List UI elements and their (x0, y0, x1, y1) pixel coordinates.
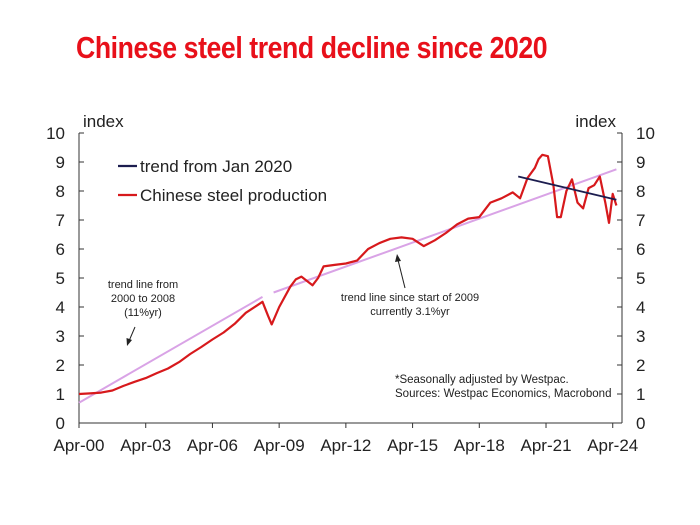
right-y-tick-label: 7 (636, 211, 645, 230)
right-y-tick-label: 0 (636, 414, 645, 433)
annotation-text: trend line from (108, 279, 178, 291)
left-y-tick-label: 6 (56, 240, 65, 259)
left-y-tick-label: 7 (56, 211, 65, 230)
left-axis-unit: index (83, 112, 124, 131)
annotations: trend line from 2000 to 2008 (11%yr) trend … (108, 254, 611, 400)
annotation-arrow (397, 259, 406, 289)
source-note: *Seasonally adjusted by Westpac. (395, 374, 569, 386)
right-y-tick-label: 2 (636, 356, 645, 375)
annotation-text: 2000 to 2008 (111, 293, 175, 305)
left-y-tick-label: 2 (56, 356, 65, 375)
right-y-tick-label: 8 (636, 182, 645, 201)
right-y-tick-label: 3 (636, 327, 645, 346)
right-y-tick-label: 5 (636, 269, 645, 288)
arrowhead-icon (395, 254, 401, 262)
annotation-text: trend line since start of 2009 (341, 292, 479, 304)
steel-production-line (78, 153, 618, 396)
series-lines (78, 153, 618, 396)
right-y-tick-label: 4 (636, 298, 645, 317)
legend: trend from Jan 2020 Chinese steel product… (118, 157, 327, 205)
trend-line-2000-2008 (78, 296, 263, 404)
annotation-arrow (128, 326, 136, 342)
left-y-tick-label: 10 (46, 124, 65, 143)
trend-line-since-2009 (273, 168, 617, 294)
left-y-tick-label: 1 (56, 385, 65, 404)
page-title: Chinese steel trend decline since 2020 (76, 30, 548, 65)
x-tick-label: Apr-09 (254, 436, 305, 455)
x-tick-label: Apr-18 (454, 436, 505, 455)
x-tick-label: Apr-21 (521, 436, 572, 455)
right-y-tick-label: 1 (636, 385, 645, 404)
x-tick-label: Apr-12 (320, 436, 371, 455)
x-tick-label: Apr-03 (120, 436, 171, 455)
legend-label: Chinese steel production (140, 186, 327, 205)
left-y-tick-label: 3 (56, 327, 65, 346)
x-tick-label: Apr-00 (53, 436, 104, 455)
source-note: Sources: Westpac Economics, Macrobond (395, 388, 611, 400)
left-y-tick-label: 4 (56, 298, 65, 317)
trend-lines (78, 168, 617, 404)
x-tick-label: Apr-06 (187, 436, 238, 455)
annotation-text: currently 3.1%yr (370, 306, 450, 318)
right-y-tick-label: 10 (636, 124, 655, 143)
right-axis-unit: index (575, 112, 616, 131)
legend-label: trend from Jan 2020 (140, 157, 292, 176)
right-y-tick-label: 9 (636, 153, 645, 172)
axes-frame: 0 0 1 1 2 2 3 3 4 4 5 5 6 6 7 7 8 8 9 9 10 10 index index Apr-00… (46, 112, 655, 455)
left-y-tick-label: 5 (56, 269, 65, 288)
left-y-tick-label: 0 (56, 414, 65, 433)
arrowhead-icon (126, 338, 132, 346)
x-tick-label: Apr-15 (387, 436, 438, 455)
left-y-tick-label: 8 (56, 182, 65, 201)
right-y-tick-label: 6 (636, 240, 645, 259)
trend-from-jan-2020-line (517, 175, 617, 201)
annotation-text: (11%yr) (124, 307, 162, 319)
left-y-tick-label: 9 (56, 153, 65, 172)
x-tick-label: Apr-24 (587, 436, 638, 455)
